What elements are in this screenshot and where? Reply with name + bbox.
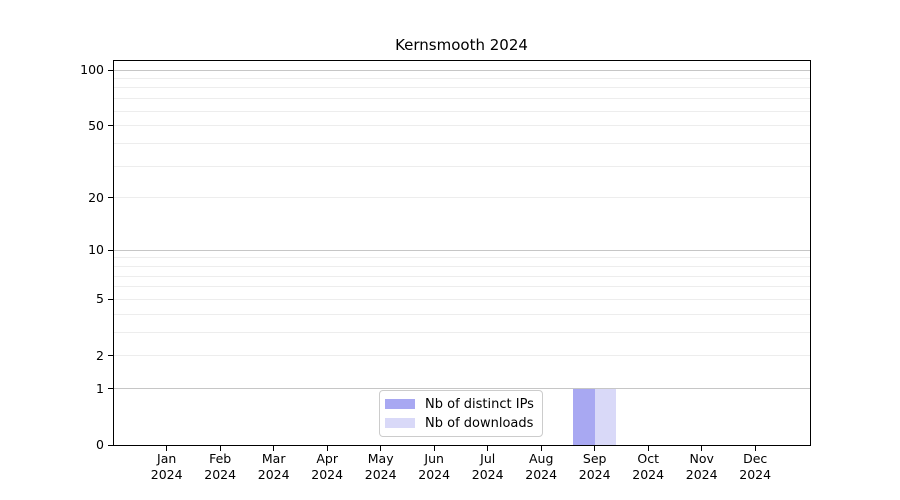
x-tick — [380, 446, 382, 451]
minor-gridline — [114, 165, 810, 167]
x-tick — [219, 446, 221, 451]
major-gridline — [114, 388, 810, 390]
y-tick-label: 0 — [96, 437, 104, 452]
y-tick — [108, 69, 113, 71]
x-tick-label: Jan 2024 — [150, 451, 183, 482]
x-tick-label: Aug 2024 — [525, 451, 558, 482]
minor-gridline — [114, 110, 810, 112]
major-gridline — [114, 249, 810, 251]
x-tick-label: Nov 2024 — [685, 451, 718, 482]
y-tick — [108, 298, 113, 300]
x-tick — [487, 446, 489, 451]
x-tick-label: Jul 2024 — [471, 451, 504, 482]
y-tick-label: 5 — [96, 291, 104, 307]
legend-swatch-downloads-icon — [385, 418, 415, 428]
legend-item-downloads: Nb of downloads — [385, 415, 536, 431]
minor-gridline — [114, 257, 810, 259]
legend: Nb of distinct IPs Nb of downloads — [379, 390, 543, 437]
minor-gridline — [114, 98, 810, 100]
x-tick-label: Apr 2024 — [311, 451, 344, 482]
minor-gridline — [114, 78, 810, 79]
minor-gridline — [114, 275, 810, 277]
x-tick — [647, 446, 649, 451]
minor-gridline — [114, 298, 810, 300]
y-tick-label: 10 — [88, 242, 104, 258]
minor-gridline — [114, 87, 810, 89]
bar-downloads — [594, 388, 617, 445]
minor-gridline — [114, 142, 810, 144]
plot-area — [113, 60, 811, 446]
x-tick — [326, 446, 328, 451]
y-tick — [108, 125, 113, 126]
x-tick-label: May 2024 — [364, 451, 397, 482]
x-tick-label: Dec 2024 — [739, 451, 772, 482]
y-tick-label: 100 — [80, 62, 104, 77]
legend-item-distinct-ips: Nb of distinct IPs — [385, 396, 536, 412]
y-tick-label: 20 — [88, 189, 104, 205]
minor-gridline — [114, 286, 810, 288]
legend-label-distinct-ips: Nb of distinct IPs — [425, 396, 534, 412]
major-gridline — [114, 69, 810, 71]
x-tick — [273, 446, 275, 451]
legend-label-downloads: Nb of downloads — [425, 415, 534, 431]
y-tick-label: 2 — [96, 347, 104, 363]
chart-title: Kernsmooth 2024 — [395, 36, 528, 54]
y-tick — [108, 355, 113, 357]
minor-gridline — [114, 355, 810, 357]
x-tick — [701, 446, 703, 451]
bar-distinct-ips — [573, 388, 595, 445]
x-tick — [594, 446, 596, 451]
minor-gridline — [114, 331, 810, 333]
x-tick-label: Oct 2024 — [632, 451, 665, 482]
minor-gridline — [114, 125, 810, 126]
y-tick — [108, 197, 113, 199]
x-tick — [754, 446, 756, 451]
y-tick — [108, 444, 113, 446]
x-tick — [433, 446, 435, 451]
y-tick-label: 1 — [96, 380, 104, 396]
y-tick-label: 50 — [88, 117, 104, 133]
minor-gridline — [114, 266, 810, 267]
x-tick-label: Jun 2024 — [418, 451, 451, 482]
x-tick-label: Sep 2024 — [578, 451, 611, 482]
x-tick — [166, 446, 168, 451]
y-tick — [108, 388, 113, 390]
x-tick-label: Mar 2024 — [257, 451, 290, 482]
x-tick — [540, 446, 542, 451]
x-tick-label: Feb 2024 — [204, 451, 237, 482]
y-tick — [108, 249, 113, 251]
minor-gridline — [114, 197, 810, 199]
legend-swatch-distinct-ips-icon — [385, 399, 415, 409]
minor-gridline — [114, 313, 810, 315]
